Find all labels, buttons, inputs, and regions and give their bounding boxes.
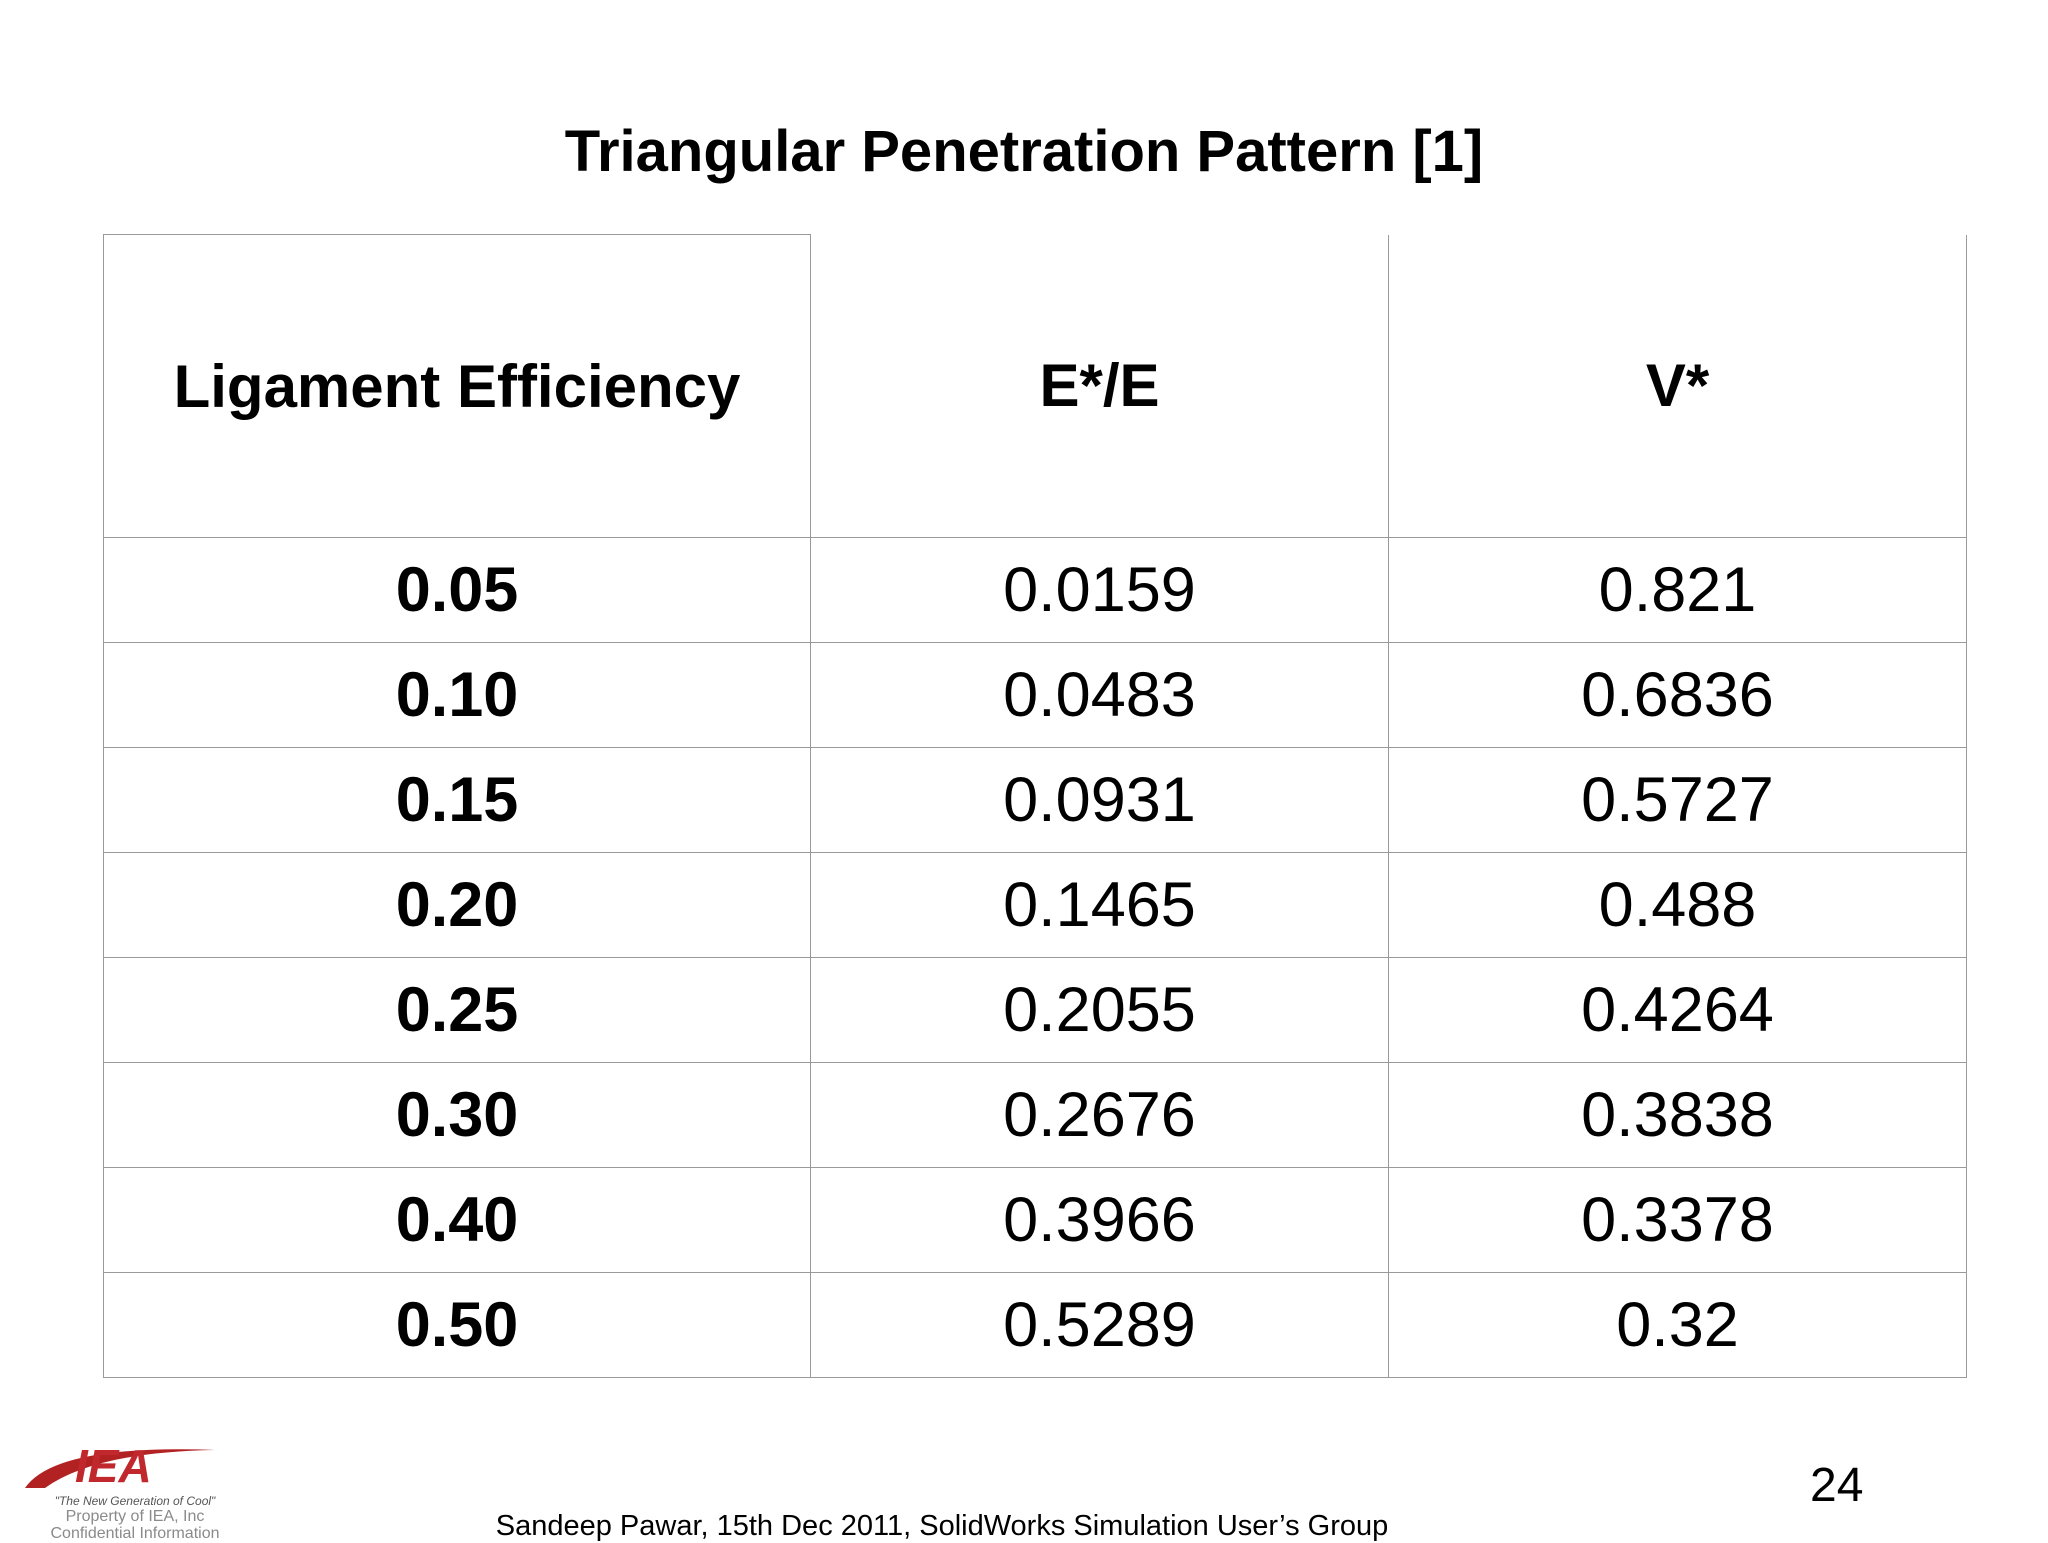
table-row: 0.30 0.2676 0.3838 (103, 1062, 1967, 1168)
table-cell: 0.5289 (810, 1272, 1389, 1378)
logo-graphic: IEA (25, 1440, 215, 1492)
table-cell: 0.5727 (1388, 747, 1967, 853)
table-cell: 0.488 (1388, 852, 1967, 958)
table-cell: 0.3966 (810, 1167, 1389, 1273)
table-cell: 0.40 (103, 1167, 811, 1273)
logo-swoosh (25, 1449, 215, 1488)
header-row: Ligament Efficiency E*/E V* (103, 234, 1967, 538)
footer-credit: Sandeep Pawar, 15th Dec 2011, SolidWorks… (495, 1510, 1389, 1542)
table-cell: 0.05 (103, 537, 811, 643)
page-number: 24 (1810, 1459, 1864, 1512)
data-table: Ligament Efficiency E*/E V* 0.05 0.0159 0.82… (103, 234, 1967, 1378)
header-cell: V* (1388, 234, 1967, 538)
table-cell: 0.821 (1388, 537, 1967, 643)
table-cell: 0.50 (103, 1272, 811, 1378)
table-cell: 0.30 (103, 1062, 811, 1168)
table-cell: 0.10 (103, 642, 811, 748)
table-cell: 0.0159 (810, 537, 1389, 643)
table-row: 0.40 0.3966 0.3378 (103, 1167, 1967, 1273)
table-row: 0.20 0.1465 0.488 (103, 852, 1967, 958)
table-row: 0.25 0.2055 0.4264 (103, 957, 1967, 1063)
table-row: 0.10 0.0483 0.6836 (103, 642, 1967, 748)
table-cell: 0.1465 (810, 852, 1389, 958)
table-body: 0.05 0.0159 0.821 0.10 0.0483 0.6836 0.15 0.093… (103, 537, 1967, 1378)
table-cell: 0.2055 (810, 957, 1389, 1063)
table-cell: 0.4264 (1388, 957, 1967, 1063)
table-cell: 0.0931 (810, 747, 1389, 853)
table-row: 0.15 0.0931 0.5727 (103, 747, 1967, 853)
table-row: 0.50 0.5289 0.32 (103, 1272, 1967, 1378)
table-cell: 0.6836 (1388, 642, 1967, 748)
header-cell: Ligament Efficiency (103, 234, 811, 538)
logo-tagline: "The New Generation of Cool" (54, 1494, 216, 1508)
table-cell: 0.32 (1388, 1272, 1967, 1378)
header-cell: E*/E (810, 234, 1389, 538)
table-cell: 0.25 (103, 957, 811, 1063)
slide-title: Triangular Penetration Pattern [1] (564, 119, 1484, 184)
table-cell: 0.15 (103, 747, 811, 853)
table-cell: 0.20 (103, 852, 811, 958)
table-cell: 0.0483 (810, 642, 1389, 748)
table-cell: 0.2676 (810, 1062, 1389, 1168)
logo-mark: IEA (75, 1440, 152, 1492)
logo-notice: Property of IEA, Inc (65, 1508, 205, 1525)
table-row: 0.05 0.0159 0.821 (103, 537, 1967, 643)
table-cell: 0.3378 (1388, 1167, 1967, 1273)
table-cell: 0.3838 (1388, 1062, 1967, 1168)
